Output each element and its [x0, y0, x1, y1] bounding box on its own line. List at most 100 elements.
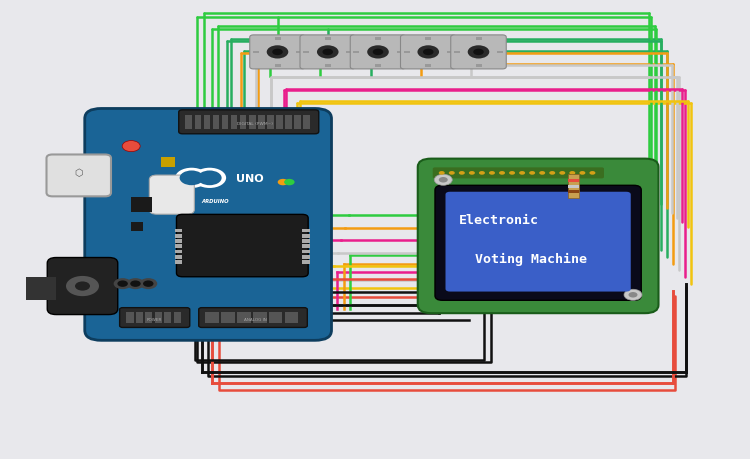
Circle shape — [143, 281, 154, 287]
Circle shape — [439, 178, 448, 183]
Circle shape — [122, 141, 140, 152]
FancyBboxPatch shape — [433, 168, 604, 179]
FancyBboxPatch shape — [47, 258, 118, 315]
Bar — [353, 51, 359, 54]
Bar — [302, 235, 310, 238]
Bar — [274, 38, 280, 41]
Text: POWER: POWER — [147, 317, 162, 321]
FancyBboxPatch shape — [120, 308, 190, 328]
Bar — [253, 312, 266, 324]
Bar — [397, 51, 403, 54]
Circle shape — [278, 179, 288, 186]
Circle shape — [423, 50, 433, 56]
Bar — [294, 116, 301, 129]
Bar — [222, 116, 229, 129]
Text: ⬡: ⬡ — [74, 168, 83, 178]
Circle shape — [499, 172, 505, 175]
Circle shape — [569, 172, 575, 175]
Circle shape — [489, 172, 495, 175]
Bar — [267, 116, 274, 129]
Circle shape — [448, 172, 454, 175]
Bar — [175, 229, 182, 233]
Circle shape — [272, 50, 283, 56]
FancyBboxPatch shape — [176, 215, 308, 277]
Bar — [131, 197, 152, 212]
Bar — [302, 255, 310, 259]
Bar — [154, 312, 162, 324]
Bar — [296, 51, 302, 54]
Bar — [303, 51, 309, 54]
FancyBboxPatch shape — [435, 186, 641, 301]
Bar — [237, 312, 250, 324]
Text: Electronic: Electronic — [459, 214, 538, 227]
Circle shape — [114, 279, 132, 290]
Bar — [375, 38, 381, 41]
Bar — [175, 260, 182, 264]
Circle shape — [75, 282, 90, 291]
FancyBboxPatch shape — [418, 159, 658, 313]
FancyBboxPatch shape — [400, 36, 456, 70]
Circle shape — [434, 175, 452, 186]
Circle shape — [117, 281, 128, 287]
Circle shape — [418, 46, 439, 59]
Bar — [203, 116, 210, 129]
Bar — [447, 51, 453, 54]
Circle shape — [284, 179, 295, 186]
Text: ANALOG IN: ANALOG IN — [244, 317, 266, 321]
Bar — [136, 312, 143, 324]
Bar — [276, 116, 283, 129]
Bar — [212, 116, 220, 129]
Bar — [404, 51, 410, 54]
Circle shape — [66, 276, 99, 297]
Bar — [194, 116, 201, 129]
Circle shape — [519, 172, 525, 175]
Circle shape — [530, 172, 536, 175]
Bar — [26, 277, 56, 300]
Circle shape — [368, 46, 388, 59]
FancyBboxPatch shape — [199, 308, 308, 328]
Bar — [185, 116, 192, 129]
FancyBboxPatch shape — [178, 111, 319, 134]
Bar — [274, 65, 280, 67]
Circle shape — [509, 172, 515, 175]
Bar — [175, 235, 182, 238]
Circle shape — [127, 279, 145, 290]
Bar — [302, 229, 310, 233]
Circle shape — [193, 168, 226, 189]
Circle shape — [373, 50, 383, 56]
Bar — [258, 116, 265, 129]
Bar — [175, 250, 182, 254]
Bar — [285, 312, 298, 324]
FancyBboxPatch shape — [85, 109, 332, 341]
Bar — [175, 240, 182, 243]
Bar — [285, 116, 292, 129]
Bar — [173, 312, 181, 324]
FancyBboxPatch shape — [350, 36, 406, 70]
Bar — [425, 38, 431, 41]
Circle shape — [539, 172, 545, 175]
FancyBboxPatch shape — [149, 176, 194, 215]
Bar — [568, 174, 578, 198]
Text: UNO: UNO — [236, 174, 263, 184]
FancyBboxPatch shape — [300, 36, 355, 70]
Bar — [454, 51, 460, 54]
Bar — [175, 255, 182, 259]
Circle shape — [322, 50, 333, 56]
Bar — [268, 312, 283, 324]
Bar — [476, 38, 482, 41]
FancyBboxPatch shape — [451, 36, 506, 70]
Bar — [568, 185, 578, 188]
Circle shape — [549, 172, 555, 175]
Circle shape — [439, 172, 445, 175]
Circle shape — [479, 172, 485, 175]
Bar — [206, 312, 219, 324]
Bar — [302, 245, 310, 249]
Circle shape — [628, 292, 638, 298]
Bar — [302, 250, 310, 254]
Bar — [303, 116, 310, 129]
Circle shape — [130, 281, 141, 287]
Bar — [425, 65, 431, 67]
Bar — [240, 116, 247, 129]
Circle shape — [590, 172, 596, 175]
Circle shape — [179, 171, 203, 186]
